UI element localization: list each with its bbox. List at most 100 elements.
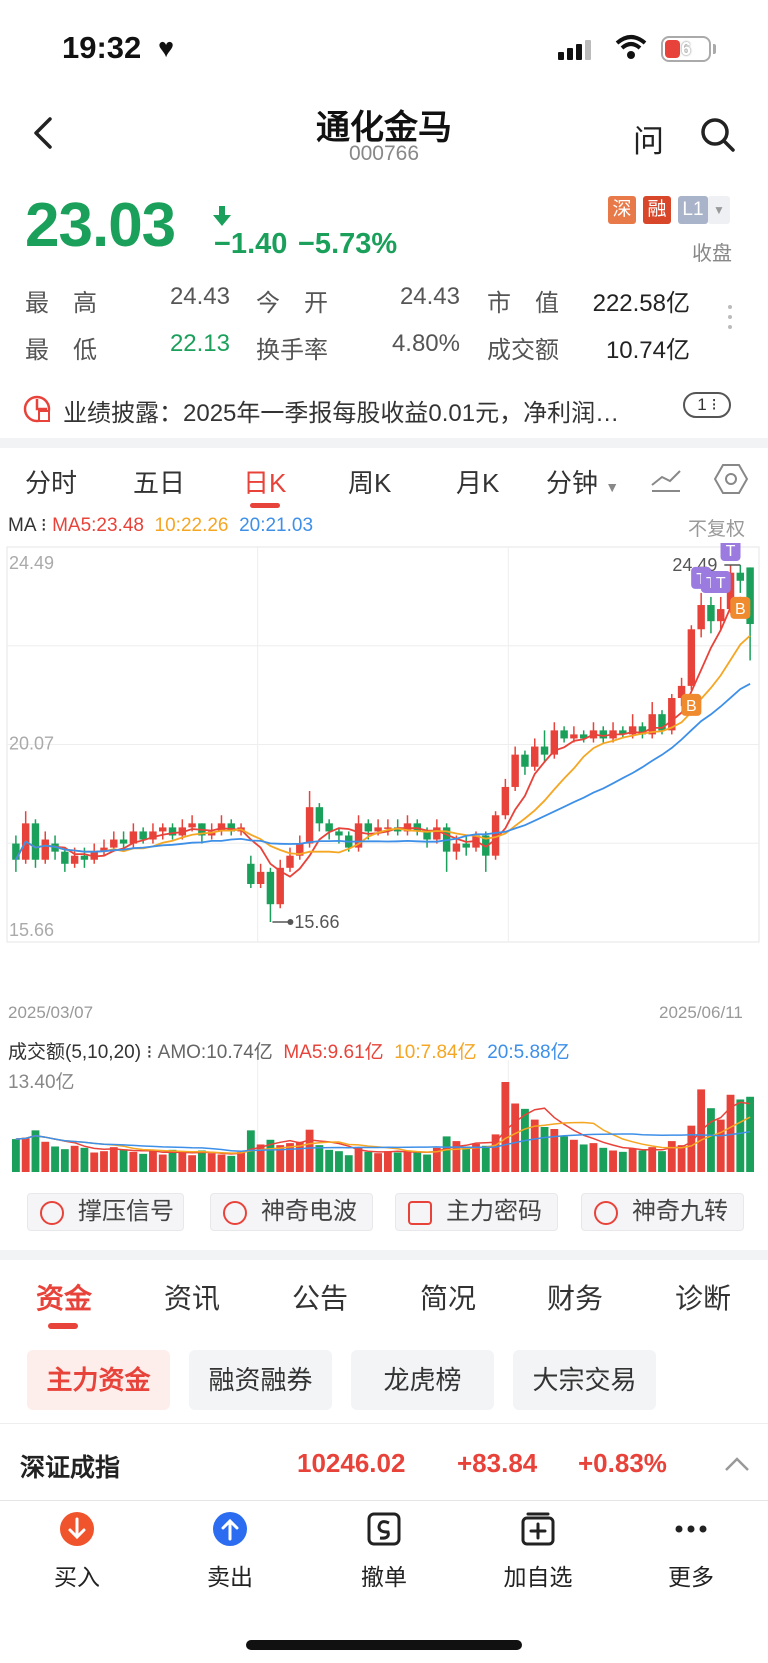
tool-label: 神奇九转 [632, 1198, 728, 1225]
volume-bar [579, 1144, 588, 1172]
volume-bar [540, 1127, 549, 1172]
volume-bar [442, 1136, 451, 1172]
ma5-value: MA5:23.48 [52, 515, 144, 536]
mcap-label: 市 值 [487, 290, 559, 317]
high-label: 最 高 [25, 290, 97, 317]
index-change: +83.84 [457, 1448, 538, 1478]
ma20-value: 20:21.03 [239, 515, 314, 536]
tab-daily-k[interactable]: 日K [243, 468, 287, 498]
tab-diagnosis[interactable]: 诊断 [675, 1283, 732, 1314]
volume-bar [315, 1145, 324, 1172]
adjust-mode[interactable]: 不复权 [688, 519, 746, 540]
cellular-signal-icon [558, 40, 594, 60]
candle-body [707, 605, 715, 622]
candle-body [100, 847, 108, 852]
cancel-order-button[interactable]: 撤单 [334, 1511, 434, 1592]
volume-label: 成交额(5,10,20) [8, 1042, 142, 1063]
volume-bar [109, 1147, 118, 1172]
divider [0, 1250, 768, 1260]
search-icon[interactable] [700, 117, 736, 153]
support-resistance-button[interactable]: 撑压信号 [27, 1193, 184, 1231]
high-value: 24.43 [169, 283, 230, 310]
main-force-code-button[interactable]: 主力密码 [395, 1193, 558, 1231]
wave-icon [223, 1201, 247, 1225]
tab-funds[interactable]: 资金 [36, 1283, 93, 1314]
badge-l1[interactable]: L1 [678, 196, 708, 224]
volume-bar [51, 1146, 59, 1172]
signal-mark [730, 596, 751, 619]
candle-body [540, 746, 549, 755]
tab-financials[interactable]: 财务 [547, 1283, 604, 1314]
signal-mark [710, 570, 731, 593]
volume-bar [530, 1119, 539, 1172]
low-marker-dot [287, 919, 294, 925]
magic-wave-button[interactable]: 神奇电波 [210, 1193, 373, 1231]
add-watchlist-button[interactable]: 加自选 [488, 1511, 588, 1592]
tab-weekly-k[interactable]: 周K [348, 468, 392, 498]
sell-button[interactable]: 卖出 [180, 1511, 280, 1592]
tab-news[interactable]: 资讯 [164, 1283, 221, 1314]
tool-label: 主力密码 [446, 1198, 542, 1225]
chevron-up-icon[interactable] [724, 1456, 750, 1472]
candle-body [619, 730, 627, 735]
volume-bar [677, 1145, 686, 1172]
candle-body [286, 855, 294, 868]
index-name: 深证成指 [20, 1454, 121, 1482]
chip-main-funds[interactable]: 主力资金 [27, 1350, 170, 1410]
magic-nine-button[interactable]: 神奇九转 [581, 1193, 744, 1231]
more-stats-icon[interactable] [728, 305, 732, 335]
volume-bar [344, 1155, 353, 1172]
volume-bar [462, 1146, 471, 1172]
buy-button[interactable]: 买入 [27, 1511, 127, 1592]
chip-block-trade[interactable]: 大宗交易 [513, 1350, 656, 1410]
volume-bar [256, 1144, 265, 1172]
index-value: 10246.02 [297, 1448, 406, 1478]
signal-icon [40, 1201, 64, 1225]
tab-minute-label: 分钟 [546, 468, 599, 498]
volume-bar [354, 1147, 363, 1172]
mcap-value: 222.58亿 [592, 290, 690, 317]
notice-count-badge[interactable]: 1 ⁝ [683, 392, 731, 418]
chip-dragon-tiger[interactable]: 龙虎榜 [351, 1350, 494, 1410]
volume-bar [188, 1155, 197, 1172]
price-change: −1.40 [214, 228, 288, 260]
candle-body [697, 605, 705, 630]
chip-margin-trading[interactable]: 融资融券 [189, 1350, 332, 1410]
ask-button[interactable]: 问 [633, 124, 664, 159]
tab-intraday[interactable]: 分时 [25, 468, 78, 498]
page-title: 通化金马 [316, 109, 452, 147]
sell-label: 卖出 [207, 1564, 253, 1590]
volume-bar [364, 1151, 373, 1172]
indicator-icon[interactable] [650, 467, 682, 493]
volume-bar [413, 1152, 422, 1172]
candle-body [579, 734, 588, 739]
candle-body [31, 823, 40, 860]
tab-monthly-k[interactable]: 月K [456, 468, 500, 498]
volume-bar [80, 1147, 89, 1172]
check-icon [594, 1201, 618, 1225]
chevron-down-icon[interactable]: ▼ [708, 196, 730, 224]
candle-body [570, 734, 578, 739]
index-ticker[interactable]: 深证成指 10246.02 +83.84 +0.83% [0, 1432, 768, 1492]
tab-minute[interactable]: 分钟 ▼ [546, 463, 619, 500]
more-label: 更多 [668, 1564, 714, 1590]
candle-body [296, 843, 304, 856]
candle-body [726, 572, 735, 610]
volume-bar [432, 1147, 441, 1172]
tab-five-day[interactable]: 五日 [133, 468, 186, 498]
volume-bar [716, 1119, 725, 1172]
candle-body [687, 629, 696, 686]
candle-body [139, 831, 147, 840]
more-button[interactable]: 更多 [641, 1511, 741, 1592]
volume-chart[interactable] [5, 1060, 763, 1175]
tab-announcements[interactable]: 公告 [292, 1283, 349, 1314]
ma-legend[interactable]: MA ⁝ MA5:23.48 10:22.26 20:21.03 [8, 515, 314, 536]
settings-icon[interactable] [714, 463, 748, 495]
volume-amo: AMO:10.74亿 [157, 1042, 273, 1063]
earnings-notice[interactable]: 业绩披露：2025年一季报每股收益0.01元，净利润… 1 ⁝ [0, 388, 768, 432]
volume-legend[interactable]: 成交额(5,10,20) ⁝ AMO:10.74亿 MA5:9.61亿 10:7… [8, 1042, 570, 1063]
back-icon[interactable] [28, 113, 58, 153]
volume-bar [511, 1103, 520, 1172]
tab-profile[interactable]: 简况 [420, 1283, 477, 1314]
